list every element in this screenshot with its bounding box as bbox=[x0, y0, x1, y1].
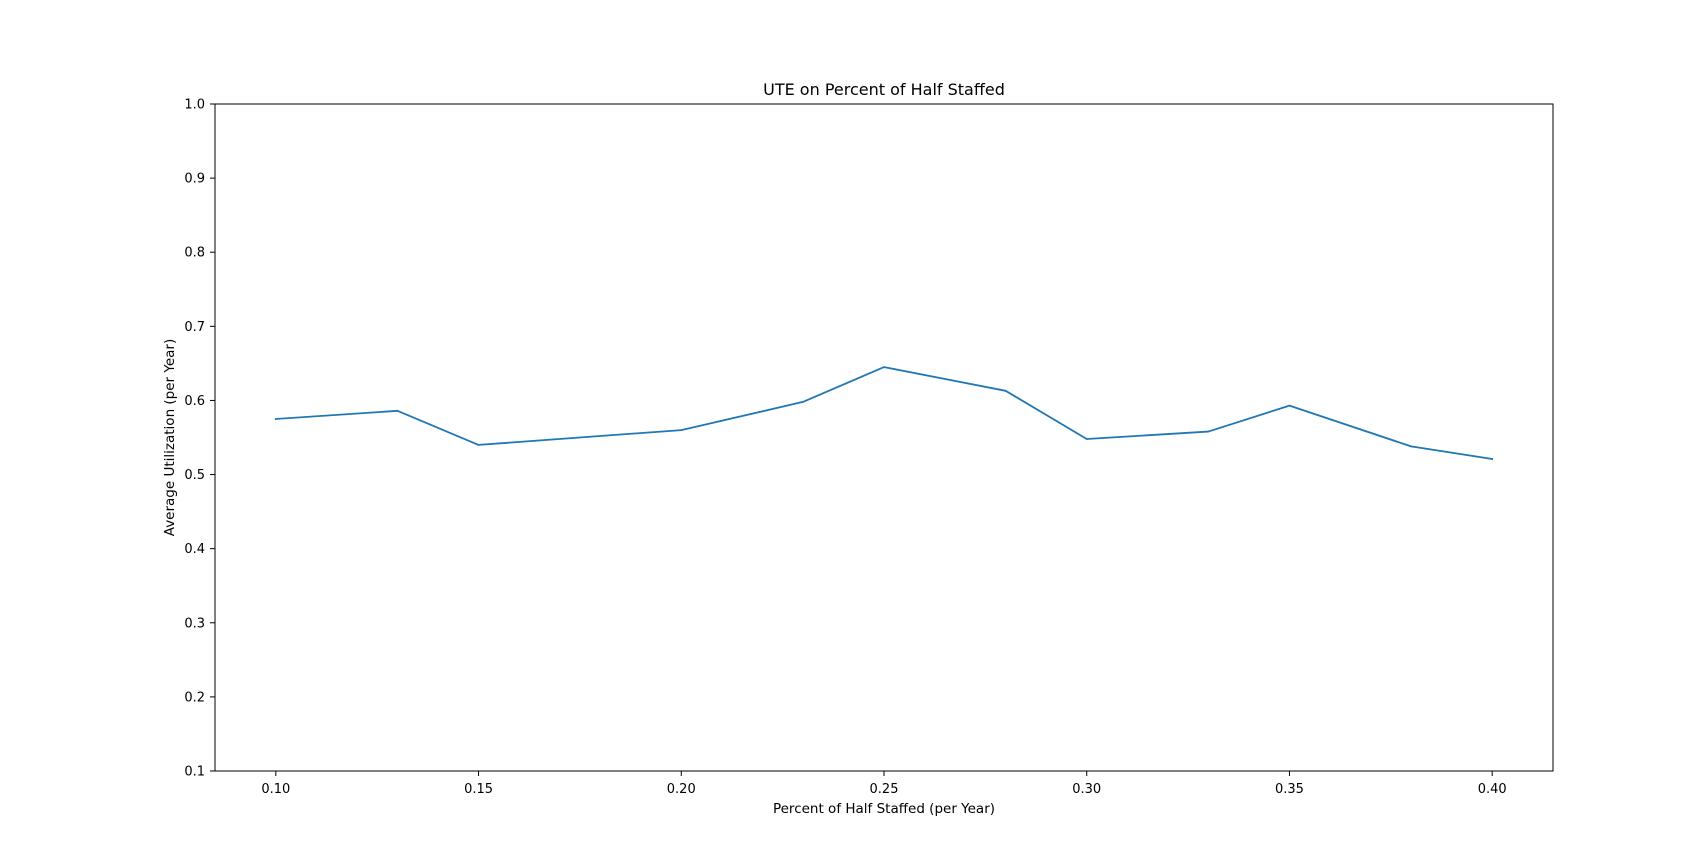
plot-area-frame bbox=[214, 103, 1554, 772]
x-tick-label: 0.20 bbox=[667, 782, 696, 797]
series-line bbox=[274, 366, 1494, 461]
x-axis: 0.10 0.15 0.20 0.25 0.30 0.35 0.40 bbox=[261, 771, 1507, 797]
data-point bbox=[274, 418, 277, 420]
y-tick-label: 0.3 bbox=[184, 616, 205, 631]
y-axis-title: Average Utilization (per Year) bbox=[162, 339, 178, 537]
y-tick-label: 0.4 bbox=[184, 542, 205, 557]
data-point bbox=[1410, 445, 1412, 448]
x-axis-title: Percent of Half Staffed (per Year) bbox=[773, 801, 995, 817]
y-tick-label: 0.6 bbox=[184, 394, 205, 409]
x-tick-label: 0.10 bbox=[261, 782, 290, 797]
y-tick-label: 0.7 bbox=[184, 320, 205, 335]
y-axis: 0.1 0.2 0.3 0.4 0.5 0.6 0.7 0.8 0.9 1.0 bbox=[184, 98, 215, 780]
y-tick-label: 0.8 bbox=[184, 246, 205, 261]
data-point bbox=[802, 401, 804, 403]
data-point bbox=[883, 366, 885, 368]
data-point bbox=[680, 429, 683, 431]
y-tick-label: 0.1 bbox=[184, 765, 205, 780]
x-tick-label: 0.15 bbox=[464, 782, 493, 797]
series-layer bbox=[274, 366, 1494, 461]
data-point bbox=[477, 444, 480, 446]
x-tick-label: 0.40 bbox=[1478, 782, 1507, 797]
y-tick-label: 0.5 bbox=[184, 468, 205, 483]
y-tick-label: 0.9 bbox=[184, 172, 205, 187]
y-tick-label: 1.0 bbox=[184, 98, 205, 113]
data-point bbox=[1207, 430, 1210, 433]
data-point bbox=[1491, 458, 1494, 460]
y-tick-label: 0.2 bbox=[184, 690, 205, 705]
x-tick-label: 0.25 bbox=[870, 782, 899, 797]
data-point bbox=[396, 409, 399, 412]
data-point bbox=[1004, 389, 1007, 392]
x-tick-label: 0.35 bbox=[1275, 782, 1304, 797]
data-point bbox=[1085, 438, 1088, 440]
data-point bbox=[1288, 404, 1291, 407]
x-tick-label: 0.30 bbox=[1072, 782, 1101, 797]
chart-title: UTE on Percent of Half Staffed bbox=[763, 80, 1005, 99]
